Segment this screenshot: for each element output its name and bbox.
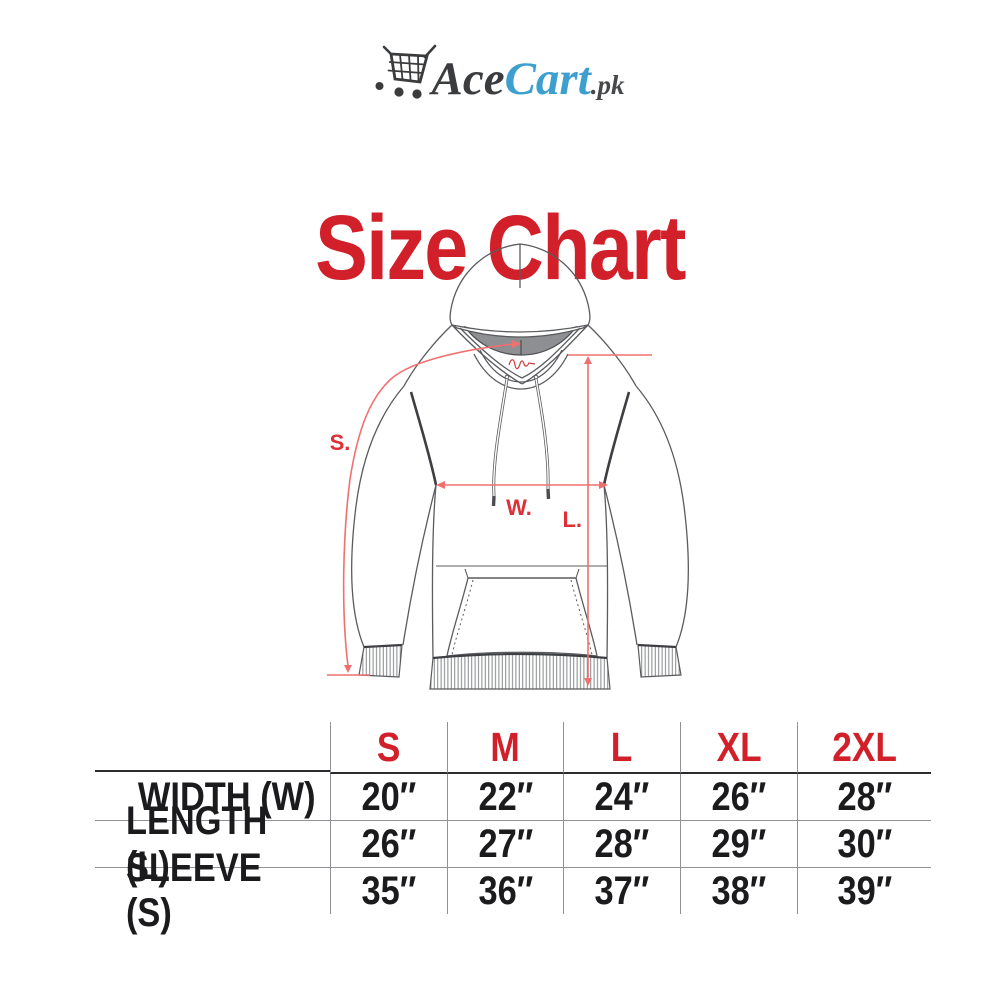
column-header-xl: XL (680, 722, 797, 774)
width-label: W. (506, 495, 532, 520)
brand-tld: .pk (590, 70, 625, 100)
brand-signature (508, 359, 536, 370)
table-cell: 38″ (680, 867, 797, 914)
hoodie-outline (351, 243, 689, 690)
table-corner-cell (95, 722, 330, 772)
table-cell: 28″ (563, 820, 680, 867)
table-cell: 20″ (330, 774, 447, 820)
table-cell: 37″ (563, 867, 680, 914)
table-cell: 35″ (330, 867, 447, 914)
brand-name-cart: Cart (504, 53, 591, 105)
table-cell: 30″ (797, 820, 931, 867)
brand-logo: AceCart.pk (0, 42, 1000, 106)
row-label-sleeve: SLEEVE (S) (95, 846, 330, 935)
length-label: L. (562, 507, 582, 532)
table-cell: 29″ (680, 820, 797, 867)
table-cell: 27″ (447, 820, 563, 867)
table-cell: 22″ (447, 774, 563, 820)
row-label-length: LENGTH (L) (95, 799, 330, 888)
brand-name-ace: Ace (431, 53, 505, 105)
column-header-m: M (447, 722, 563, 774)
size-chart-table: S M L XL 2XL WIDTH (W) 20″ 22″ 24″ 26″ 2… (95, 722, 931, 935)
column-header-s: S (330, 722, 447, 774)
shopping-cart-icon (375, 44, 437, 99)
table-cell: 26″ (330, 820, 447, 867)
table-cell: 36″ (447, 867, 563, 914)
column-header-l: L (563, 722, 680, 774)
page-title: Size Chart (315, 196, 686, 299)
brand-wordmark: AceCart.pk (431, 42, 624, 103)
row-label-width: WIDTH (W) (138, 774, 316, 819)
column-header-2xl: 2XL (797, 722, 931, 774)
sleeve-label: S. (330, 430, 351, 455)
table-cell: 28″ (797, 774, 931, 820)
table-cell: 26″ (680, 774, 797, 820)
measurement-lines (327, 343, 652, 683)
hoodie-measurement-diagram: S. W. L. (327, 243, 689, 690)
table-cell: 39″ (797, 867, 931, 914)
table-cell: 24″ (563, 774, 680, 820)
measurement-arrowheads (344, 340, 608, 686)
measurement-labels: S. W. L. (330, 430, 582, 532)
